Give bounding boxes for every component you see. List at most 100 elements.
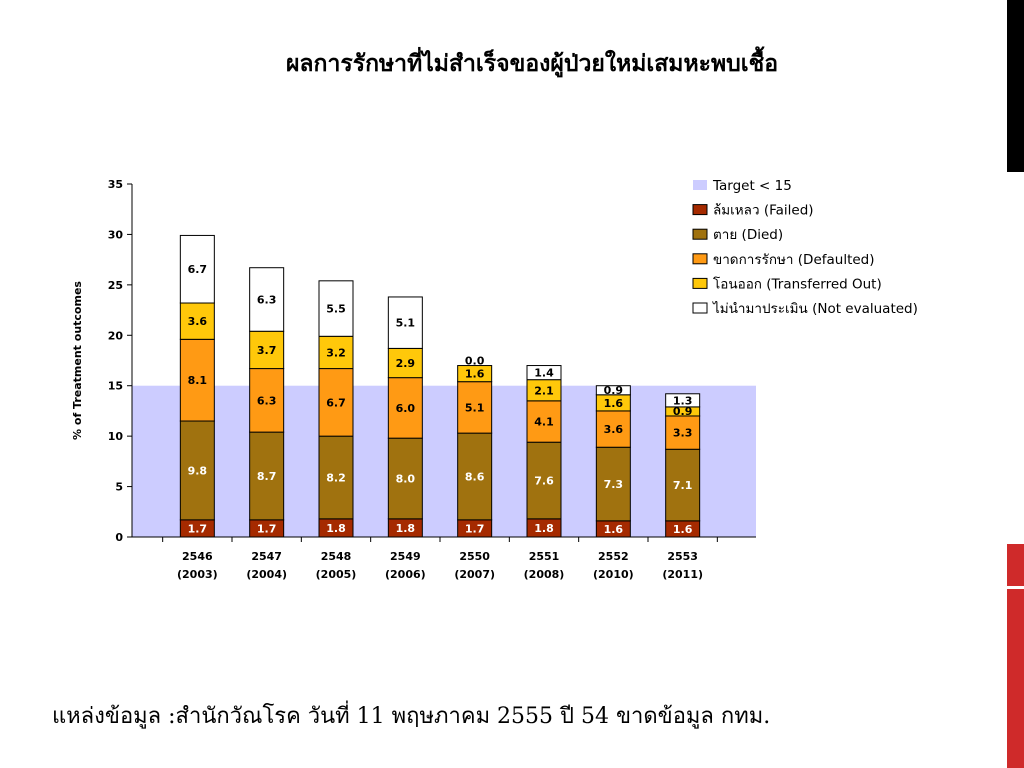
bar-segment bbox=[387, 377, 423, 439]
decorative-red-bar-separator bbox=[1007, 586, 1024, 589]
data-label: 6.0 bbox=[396, 402, 416, 415]
decorative-black-bar bbox=[1007, 0, 1024, 172]
bar-segment bbox=[318, 368, 354, 437]
data-label: 7.3 bbox=[604, 478, 624, 491]
x-tick-label-year: 2553 bbox=[667, 550, 698, 563]
bar-segment bbox=[318, 335, 354, 370]
bar-segment bbox=[249, 267, 285, 332]
legend-swatch bbox=[692, 204, 708, 216]
bar-segment bbox=[179, 338, 215, 422]
legend-swatch bbox=[692, 253, 708, 265]
data-label: 7.6 bbox=[534, 475, 554, 488]
legend-label: ล้มเหลว (Failed) bbox=[713, 203, 814, 219]
data-label: 8.2 bbox=[326, 471, 346, 484]
data-label: 5.1 bbox=[465, 401, 485, 414]
data-label: 0.9 bbox=[604, 384, 624, 397]
legend-swatch bbox=[693, 180, 707, 190]
y-tick-label: 20 bbox=[108, 329, 124, 342]
data-label: 0.9 bbox=[673, 405, 693, 418]
data-label: 6.3 bbox=[257, 394, 277, 407]
data-label: 1.3 bbox=[673, 394, 693, 407]
bar-segment bbox=[249, 368, 285, 433]
y-tick-label: 15 bbox=[108, 380, 123, 393]
bar-segment bbox=[387, 437, 423, 520]
y-tick-label: 30 bbox=[108, 228, 124, 241]
bar-segment bbox=[526, 441, 562, 520]
source-note: แหล่งข้อมูล :สำนักวัณโรค วันที่ 11 พฤษภา… bbox=[52, 704, 771, 729]
data-label: 6.7 bbox=[326, 396, 346, 409]
bar-segment bbox=[249, 330, 285, 370]
bar-segment bbox=[387, 347, 423, 379]
y-tick-label: 5 bbox=[115, 481, 123, 494]
bar-segment bbox=[249, 431, 285, 521]
legend-label: ขาดการรักษา (Defaulted) bbox=[713, 252, 875, 268]
data-label: 5.5 bbox=[326, 303, 346, 316]
data-label: 1.7 bbox=[188, 522, 208, 535]
slide-title: ผลการรักษาที่ไม่สำเร็จของผู้ป่วยใหม่เสมห… bbox=[285, 51, 779, 77]
y-tick-label: 10 bbox=[108, 430, 124, 443]
stacked-bar-chart: 0 5 10 15 20 25 30 35 % of Treatment outcomes 254… bbox=[71, 178, 918, 581]
data-label: 8.7 bbox=[257, 470, 277, 483]
x-tick-label-year: 2551 bbox=[529, 550, 560, 563]
data-label: 2.9 bbox=[396, 357, 416, 370]
y-tick-label: 0 bbox=[115, 531, 123, 544]
bar-segment bbox=[318, 280, 354, 337]
bar-segment bbox=[318, 435, 354, 520]
legend-label: โอนออก (Transferred Out) bbox=[713, 275, 882, 292]
data-label: 4.1 bbox=[534, 416, 554, 429]
data-label: 7.1 bbox=[673, 479, 693, 492]
x-tick-label-ce: (2007) bbox=[454, 568, 495, 581]
y-tick-label: 35 bbox=[108, 178, 123, 191]
x-tick-label-ce: (2005) bbox=[316, 568, 357, 581]
bar-segment bbox=[526, 365, 562, 381]
legend-swatch bbox=[692, 302, 708, 314]
data-label: 8.0 bbox=[396, 473, 416, 486]
data-label: 1.7 bbox=[257, 522, 277, 535]
target-band bbox=[132, 385, 756, 537]
data-label: 1.8 bbox=[326, 522, 346, 535]
data-label: 3.7 bbox=[257, 344, 277, 357]
data-label: 1.6 bbox=[465, 368, 485, 381]
data-label: 0.0 bbox=[465, 355, 485, 368]
x-tick-label-year: 2548 bbox=[321, 550, 352, 563]
data-label: 3.6 bbox=[188, 315, 208, 328]
data-label: 1.6 bbox=[673, 523, 693, 536]
data-label: 5.1 bbox=[396, 317, 416, 330]
bar-segment bbox=[665, 448, 701, 522]
data-label: 3.3 bbox=[673, 427, 693, 440]
bar-segment bbox=[179, 302, 215, 340]
x-tick-label-ce: (2008) bbox=[524, 568, 565, 581]
x-tick-label-ce: (2011) bbox=[662, 568, 703, 581]
x-tick-label-year: 2546 bbox=[182, 550, 213, 563]
y-axis-label: % of Treatment outcomes bbox=[71, 281, 84, 440]
data-label: 8.6 bbox=[465, 470, 485, 483]
data-label: 9.8 bbox=[188, 464, 208, 477]
x-tick-label-year: 2547 bbox=[251, 550, 282, 563]
data-label: 6.3 bbox=[257, 293, 277, 306]
x-tick-label-ce: (2006) bbox=[385, 568, 426, 581]
data-label: 1.8 bbox=[396, 522, 416, 535]
bar-segment bbox=[665, 393, 701, 408]
decorative-red-bar bbox=[1007, 544, 1024, 768]
legend-swatch bbox=[692, 277, 708, 289]
x-tick-label-year: 2549 bbox=[390, 550, 421, 563]
x-tick-label-year: 2552 bbox=[598, 550, 629, 563]
data-label: 1.6 bbox=[604, 397, 624, 410]
x-tick-label-year: 2550 bbox=[459, 550, 490, 563]
data-label: 8.1 bbox=[188, 374, 208, 387]
bar-segment bbox=[595, 385, 631, 396]
legend-label: ไม่นำมาประเมิน (Not evaluated) bbox=[712, 301, 918, 317]
legend-label: Target < 15 bbox=[712, 178, 792, 194]
bar-segment bbox=[179, 234, 215, 304]
x-tick-label-ce: (2004) bbox=[246, 568, 287, 581]
data-label: 1.7 bbox=[465, 522, 485, 535]
data-label: 1.6 bbox=[604, 523, 624, 536]
data-label: 1.4 bbox=[534, 367, 554, 380]
data-label: 3.6 bbox=[604, 423, 624, 436]
data-label: 6.7 bbox=[188, 263, 208, 276]
x-tick-label-ce: (2003) bbox=[177, 568, 218, 581]
y-tick-label: 25 bbox=[108, 279, 123, 292]
data-label: 1.8 bbox=[534, 522, 554, 535]
legend-swatch bbox=[692, 228, 708, 240]
legend-label: ตาย (Died) bbox=[713, 227, 783, 243]
